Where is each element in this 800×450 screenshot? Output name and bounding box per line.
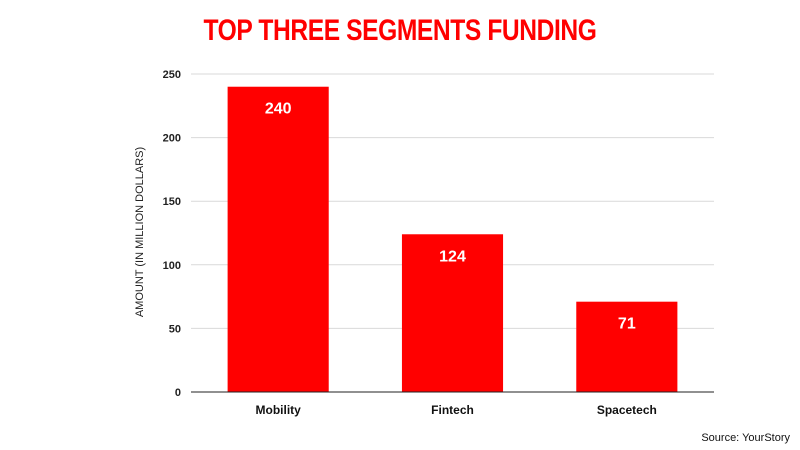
bars: [227, 86, 678, 392]
bar-fintech: [401, 234, 504, 392]
x-axis-categories: Mobility Fintech Spacetech: [256, 403, 657, 417]
x-category-label: Mobility: [256, 403, 302, 417]
y-tick-label: 50: [169, 323, 181, 335]
y-tick-label: 150: [163, 196, 181, 208]
x-category-label: Fintech: [431, 403, 474, 417]
y-axis-ticks: 0 50 100 150 200 250: [163, 69, 181, 399]
y-axis-title: AMOUNT (IN MILLION DOLLARS): [134, 147, 146, 317]
bar-spacetech: [576, 301, 678, 392]
data-label: 240: [265, 101, 292, 118]
data-label: 124: [439, 248, 466, 265]
y-tick-label: 100: [163, 260, 181, 272]
x-category-label: Spacetech: [597, 403, 657, 417]
data-label: 71: [618, 316, 636, 333]
y-tick-label: 200: [163, 133, 181, 145]
bar-mobility: [227, 86, 329, 392]
data-labels: 240 124 71: [265, 101, 636, 333]
y-tick-label: 250: [163, 69, 181, 81]
source-note: Source: YourStory: [701, 432, 790, 444]
chart-title: TOP THREE SEGMENTS FUNDING: [203, 14, 597, 47]
y-tick-label: 0: [175, 387, 181, 399]
